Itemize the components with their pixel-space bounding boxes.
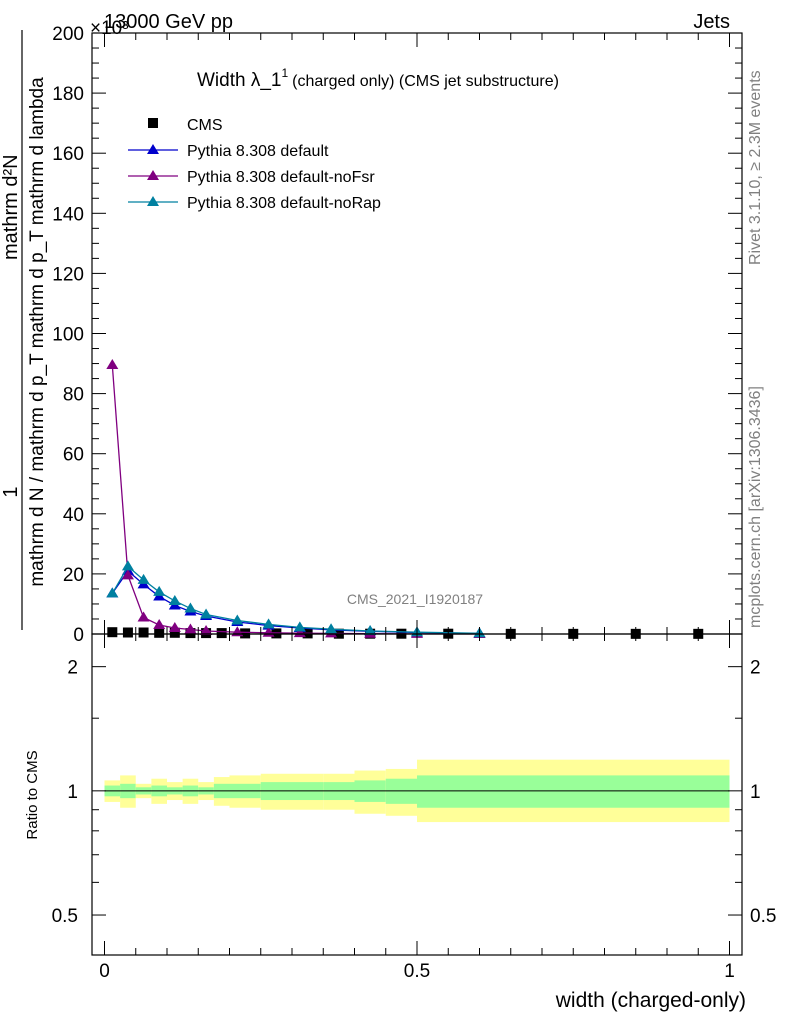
main-y-tick-label: 200 <box>52 24 84 45</box>
exponent-label: ×10³ <box>90 18 129 39</box>
series-point-2 <box>184 623 197 634</box>
main-y-tick-label: 100 <box>52 325 84 346</box>
ratio-y-tick-label-right: 0.5 <box>750 906 776 927</box>
series-point-3 <box>200 608 213 619</box>
series-point-3 <box>137 573 150 584</box>
series-point-2 <box>106 359 119 370</box>
series-point-3 <box>325 623 338 634</box>
series-point-2 <box>137 611 150 622</box>
series-point-3 <box>293 621 306 632</box>
cms-data-point <box>122 627 133 638</box>
ratio-inner-band <box>417 775 730 808</box>
ratio-y-tick-label: 1 <box>67 782 78 803</box>
main-panel: 0 20 40 60 80 100 120 140 160 180 200 CMS_2021_I19… <box>0 24 743 646</box>
chart-title-rest: (charged only) (CMS jet substructure) <box>292 73 559 90</box>
rivet-label: Rivet 3.1.10, ≥ 2.3M events <box>747 70 764 265</box>
chart-title: Width λ_11 (charged only) (CMS jet substr… <box>197 66 559 91</box>
cms-data-point <box>240 628 251 639</box>
main-y-tick-label: 140 <box>52 204 84 225</box>
main-y-axis: 0 20 40 60 80 100 120 140 160 180 200 <box>52 24 742 646</box>
main-y-tick-label: 80 <box>63 385 84 406</box>
ratio-axes: 0.5 0.5 1 1 2 2 0 0.5 1 <box>52 634 776 982</box>
ratio-y-label: Ratio to CMS <box>24 750 41 839</box>
main-y-tick-label: 20 <box>63 565 84 586</box>
legend-marker-nofsr <box>147 170 159 180</box>
series-point-3 <box>121 560 134 571</box>
cms-data-point <box>169 627 180 638</box>
main-y-tick-label: 120 <box>52 264 84 285</box>
x-axis-label: width (charged-only) <box>555 989 746 1012</box>
chart-title-main: Width λ_1 <box>197 70 281 91</box>
series-point-3 <box>364 624 377 635</box>
main-y-label-num: 1 <box>0 486 22 497</box>
main-y-tick-label: 40 <box>63 505 84 526</box>
series-point-2 <box>121 569 134 580</box>
legend-label-norap: Pythia 8.308 default-noRap <box>187 195 381 212</box>
ratio-panel: 0.5 0.5 1 1 2 2 0 0.5 1 Ratio to CMS width (char… <box>24 633 776 1012</box>
cms-data-point <box>107 627 118 638</box>
series-point-3 <box>231 614 244 625</box>
chart-title-sup: 1 <box>281 66 288 80</box>
main-y-label: mathrm d²N 1 mathrm d N / mathrm d p_T m… <box>0 30 48 630</box>
legend-marker-cms <box>148 118 158 128</box>
series-point-3 <box>106 587 119 598</box>
jets-label: Jets <box>693 11 730 33</box>
ratio-y-tick-label-right: 2 <box>750 658 761 679</box>
mcplots-label: mcplots.cern.ch [arXiv:1306.3436] <box>747 386 764 628</box>
main-data-layer <box>106 359 704 639</box>
main-y-tick-label: 0 <box>73 625 84 646</box>
legend: CMS Pythia 8.308 default Pythia 8.308 de… <box>128 117 381 212</box>
ratio-y-tick-label: 2 <box>67 658 78 679</box>
legend-label-nofsr: Pythia 8.308 default-noFsr <box>187 169 375 186</box>
series-point-2 <box>168 621 181 632</box>
legend-marker-default <box>147 144 159 154</box>
series-point-2 <box>153 618 166 629</box>
legend-label-default: Pythia 8.308 default <box>187 143 329 160</box>
series-point-3 <box>262 618 275 629</box>
series-point-3 <box>153 585 166 596</box>
series-point-3 <box>184 602 197 613</box>
ratio-y-tick-label-right: 1 <box>750 782 761 803</box>
legend-marker-norap <box>147 196 159 206</box>
main-y-tick-label: 160 <box>52 144 84 165</box>
series-point-2 <box>200 624 213 635</box>
series-point-3 <box>168 594 181 605</box>
main-y-label-denom: mathrm d N / mathrm d p_T mathrm d p_T m… <box>27 77 48 587</box>
watermark: CMS_2021_I1920187 <box>347 591 483 607</box>
collision-label: 13000 GeV pp <box>104 11 233 33</box>
main-y-label-top: mathrm d²N <box>0 154 22 260</box>
x-tick-label: 0.5 <box>404 961 430 982</box>
legend-label-cms: CMS <box>187 117 223 134</box>
ratio-y-tick-label: 0.5 <box>52 906 78 927</box>
main-y-tick-label: 180 <box>52 84 84 105</box>
main-y-tick-label: 60 <box>63 445 84 466</box>
cms-data-point <box>138 627 149 638</box>
cms-data-point <box>154 627 165 638</box>
x-tick-label: 0 <box>99 961 110 982</box>
x-tick-label: 1 <box>724 961 735 982</box>
cms-data-point <box>216 628 227 639</box>
